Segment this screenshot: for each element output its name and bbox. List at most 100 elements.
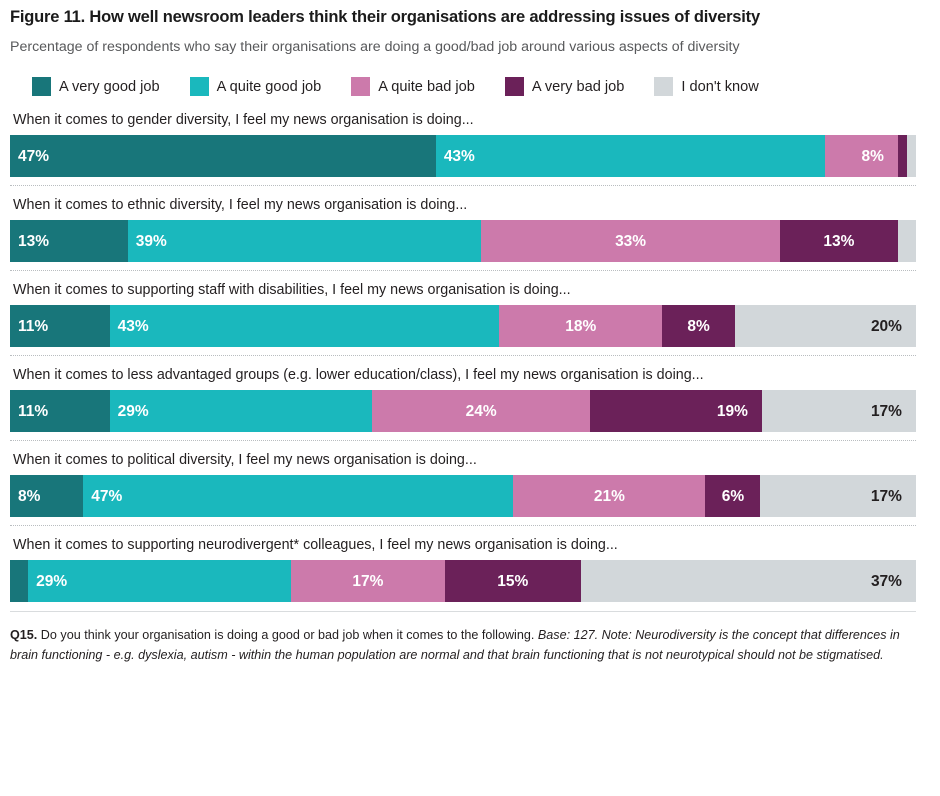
row-separator [10, 355, 916, 357]
bar-segment-value: 43% [443, 147, 475, 165]
bar-track: 13% 39% 33% 13% [10, 220, 916, 263]
legend-item-label: I don't know [681, 78, 759, 95]
footnote-note-text: Base: 127. Note: Neurodiversity is the c… [10, 628, 900, 662]
bar-segment[interactable]: 20% [734, 305, 916, 348]
bar-segment[interactable]: 29% [109, 390, 373, 433]
bar-segment[interactable]: 43% [109, 305, 500, 348]
row-separator [10, 270, 916, 272]
bar-segment-value: 6% [721, 487, 745, 505]
footnote-text: Do you think your organisation is doing … [37, 628, 538, 643]
bar-segment[interactable] [10, 560, 29, 603]
footnote-question-label: Q15. [10, 628, 38, 643]
bar-segment[interactable]: 6% [705, 475, 761, 518]
bar-segment[interactable]: 8% [662, 305, 735, 348]
row-separator [10, 440, 916, 442]
bar-segment-value: 47% [18, 147, 50, 165]
bar-segment[interactable]: 15% [444, 560, 581, 603]
figure-subtitle: Percentage of respondents who say their … [10, 38, 740, 55]
bar-segment[interactable]: 24% [372, 390, 590, 433]
bar-segment[interactable]: 13% [780, 220, 898, 263]
bar-segment-value: 39% [135, 232, 167, 250]
bar-segment-value: 13% [18, 232, 50, 250]
bar-segment-value: 8% [18, 487, 41, 505]
bar-segment[interactable] [906, 135, 916, 178]
legend-item-label: A quite good job [216, 78, 322, 95]
bar-segment[interactable]: 17% [760, 475, 916, 518]
bar-segment-value: 15% [497, 572, 529, 590]
bar-segment-value: 8% [687, 317, 710, 335]
bar-question-label: When it comes to supporting staff with d… [13, 282, 571, 299]
bar-segment-value: 24% [465, 402, 497, 420]
bar-question-label: When it comes to gender diversity, I fee… [13, 112, 474, 129]
bar-segment-value: 11% [18, 402, 49, 420]
bar-segment[interactable]: 29% [28, 560, 291, 603]
bar-group: When it comes to supporting neurodiverge… [10, 535, 930, 613]
page-title: Figure 11. How well newsroom leaders thi… [10, 8, 760, 26]
bar-segment[interactable]: 17% [290, 560, 445, 603]
legend-item-label: A very bad job [531, 78, 625, 95]
row-separator [10, 525, 916, 527]
bar-segment-value: 17% [352, 572, 384, 590]
legend-swatch-icon [189, 77, 209, 97]
bar-segment[interactable]: 39% [127, 220, 482, 263]
bar-segment[interactable]: 47% [10, 135, 436, 178]
bar-segment[interactable]: 11% [10, 305, 110, 348]
stacked-bar-chart: When it comes to gender diversity, I fee… [10, 110, 930, 613]
bar-group: When it comes to supporting staff with d… [10, 280, 930, 357]
legend-swatch-icon [654, 77, 674, 97]
bar-segment-value: 20% [870, 317, 902, 335]
legend-item[interactable]: A very good job [32, 77, 160, 97]
legend-item[interactable]: I don't know [654, 77, 759, 97]
legend-swatch-icon [351, 77, 371, 97]
bar-segment[interactable] [897, 135, 907, 178]
bar-track: 11% 43% 18% 8% 20% [10, 305, 916, 348]
bar-track: 8% 47% 21% 6% 17% [10, 475, 916, 518]
bar-track: 47% 43% 8% [10, 135, 916, 178]
bar-segment-value: 18% [565, 317, 597, 335]
bar-group: When it comes to gender diversity, I fee… [10, 110, 930, 187]
bar-segment-value: 33% [615, 232, 647, 250]
bar-segment-value: 47% [91, 487, 123, 505]
bar-segment-value: 13% [823, 232, 855, 250]
bar-segment[interactable]: 13% [10, 220, 128, 263]
legend-swatch-icon [504, 77, 524, 97]
bar-segment-value: 29% [117, 402, 149, 420]
bar-segment[interactable]: 8% [10, 475, 84, 518]
bar-segment-value: 17% [870, 487, 902, 505]
chart-bottom-rule [10, 611, 916, 613]
bar-segment[interactable]: 33% [481, 220, 781, 263]
figure-footnote: Q15. Do you think your organisation is d… [10, 626, 916, 665]
legend-item-label: A very good job [59, 78, 160, 95]
row-separator [10, 185, 916, 187]
bar-track: 11% 29% 24% 19% 17% [10, 390, 916, 433]
legend-item[interactable]: A quite bad job [351, 77, 475, 97]
bar-segment[interactable]: 47% [83, 475, 514, 518]
chart-legend: A very good job A quite good job A quite b… [10, 77, 930, 97]
bar-segment[interactable]: 18% [499, 305, 663, 348]
bar-segment-value: 21% [593, 487, 625, 505]
bar-segment[interactable] [897, 220, 916, 263]
bar-segment-value: 43% [117, 317, 149, 335]
bar-group: When it comes to less advantaged groups … [10, 365, 930, 442]
legend-item[interactable]: A very bad job [504, 77, 625, 97]
bar-segment[interactable]: 43% [435, 135, 826, 178]
bar-segment-value: 11% [18, 317, 49, 335]
bar-question-label: When it comes to ethnic diversity, I fee… [13, 197, 468, 214]
bar-segment[interactable]: 37% [580, 560, 916, 603]
bar-segment[interactable]: 11% [10, 390, 110, 433]
bar-segment[interactable]: 19% [589, 390, 762, 433]
bar-segment-value: 17% [870, 402, 902, 420]
bar-segment-value: 29% [36, 572, 68, 590]
bar-segment[interactable]: 21% [513, 475, 706, 518]
legend-item[interactable]: A quite good job [189, 77, 322, 97]
bar-group: When it comes to political diversity, I … [10, 450, 930, 527]
bar-segment[interactable]: 8% [825, 135, 898, 178]
bar-question-label: When it comes to political diversity, I … [13, 452, 477, 469]
bar-question-label: When it comes to less advantaged groups … [13, 367, 704, 384]
bar-segment[interactable]: 17% [761, 390, 916, 433]
bar-segment-value: 19% [716, 402, 748, 420]
bar-segment-value: 37% [870, 572, 902, 590]
legend-swatch-icon [32, 77, 51, 97]
bar-question-label: When it comes to supporting neurodiverge… [13, 537, 618, 554]
legend-item-label: A quite bad job [378, 78, 475, 95]
